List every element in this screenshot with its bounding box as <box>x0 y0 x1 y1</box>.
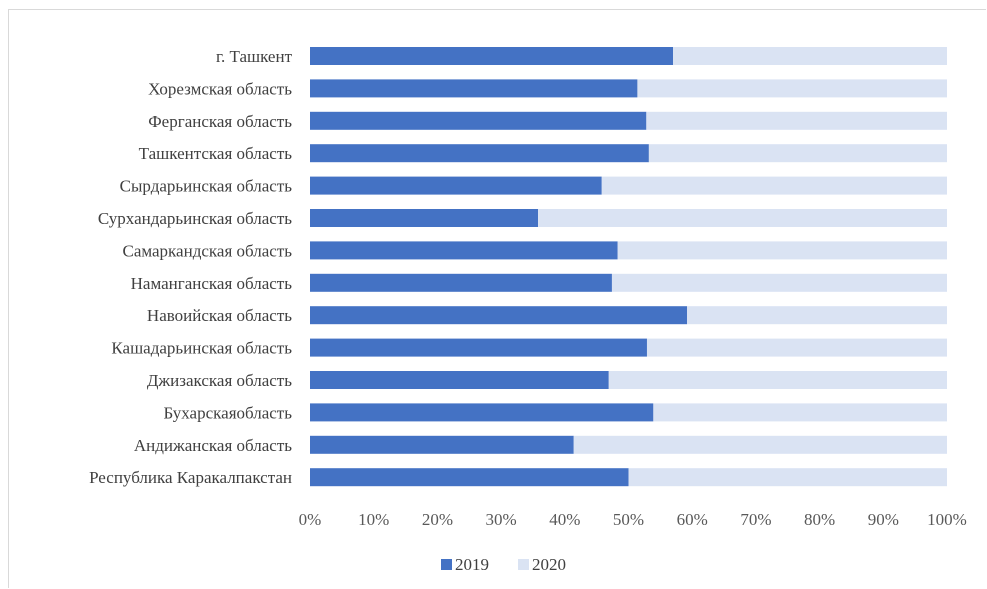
bar-2019-13 <box>310 468 629 487</box>
bar-2020-3 <box>648 144 947 163</box>
x-axis-ticks: 0% 10% 20% 30% 40% 50% 60% 70% 80% 90% 100% <box>299 510 967 529</box>
legend-swatch-2020 <box>518 559 529 570</box>
x-tick-label: 30% <box>486 510 517 529</box>
bar-2019-1 <box>310 79 638 98</box>
category-label: Сырдарьинская область <box>120 177 293 196</box>
bar-2019-12 <box>310 435 574 454</box>
bar-2020-2 <box>646 111 947 130</box>
category-label: Наманганская область <box>131 274 293 293</box>
category-label: Ферганская область <box>148 112 292 131</box>
bar-2020-0 <box>673 47 947 65</box>
category-label: Сурхандарьинская область <box>98 209 292 228</box>
chart-frame <box>8 9 986 588</box>
x-tick-label: 50% <box>613 510 644 529</box>
bar-2020-5 <box>538 209 947 227</box>
bar-2019-3 <box>310 144 649 163</box>
bar-2020-8 <box>687 306 947 325</box>
bar-2019-8 <box>310 306 688 325</box>
bars-group <box>310 47 947 487</box>
legend-label-2019: 2019 <box>455 555 489 574</box>
x-tick-label: 0% <box>299 510 322 529</box>
category-labels: г. Ташкент Хорезмская область Ферганская о… <box>89 47 292 487</box>
bar-2019-6 <box>310 241 618 260</box>
x-tick-label: 60% <box>677 510 708 529</box>
bar-2020-11 <box>653 403 947 422</box>
legend-label-2020: 2020 <box>532 555 566 574</box>
bar-2020-1 <box>637 79 947 98</box>
category-label: Республика Каракалпакстан <box>89 468 292 487</box>
legend: 2019 2020 <box>441 555 566 574</box>
bar-2019-10 <box>310 371 609 389</box>
x-tick-label: 70% <box>740 510 771 529</box>
category-label: Андижанская область <box>134 436 292 455</box>
bar-2020-12 <box>573 435 947 454</box>
bar-2019-7 <box>310 273 612 292</box>
x-tick-label: 100% <box>927 510 967 529</box>
category-label: Ташкентская область <box>139 144 293 163</box>
x-tick-label: 10% <box>358 510 389 529</box>
bar-2019-5 <box>310 209 539 227</box>
bar-2020-13 <box>628 468 947 487</box>
category-label: г. Ташкент <box>216 47 293 66</box>
bar-2020-10 <box>608 371 947 389</box>
x-tick-label: 90% <box>868 510 899 529</box>
bar-2019-4 <box>310 176 602 195</box>
bar-2020-7 <box>611 273 947 292</box>
bar-2019-9 <box>310 338 647 357</box>
bar-2019-11 <box>310 403 654 422</box>
category-label: Хорезмская область <box>148 79 292 98</box>
x-tick-label: 80% <box>804 510 835 529</box>
bar-2020-4 <box>601 176 947 195</box>
category-label: Навоийская область <box>147 306 292 325</box>
x-tick-label: 20% <box>422 510 453 529</box>
bar-2019-0 <box>310 47 674 65</box>
legend-swatch-2019 <box>441 559 452 570</box>
category-label: Кашадарьинская область <box>111 339 292 358</box>
category-label: Самаркандская область <box>122 241 292 260</box>
bar-2019-2 <box>310 111 647 130</box>
category-label: Бухарскаяобласть <box>163 403 292 422</box>
category-label: Джизакская область <box>147 371 292 390</box>
x-tick-label: 40% <box>549 510 580 529</box>
bar-2020-9 <box>646 338 947 357</box>
bar-2020-6 <box>617 241 947 260</box>
